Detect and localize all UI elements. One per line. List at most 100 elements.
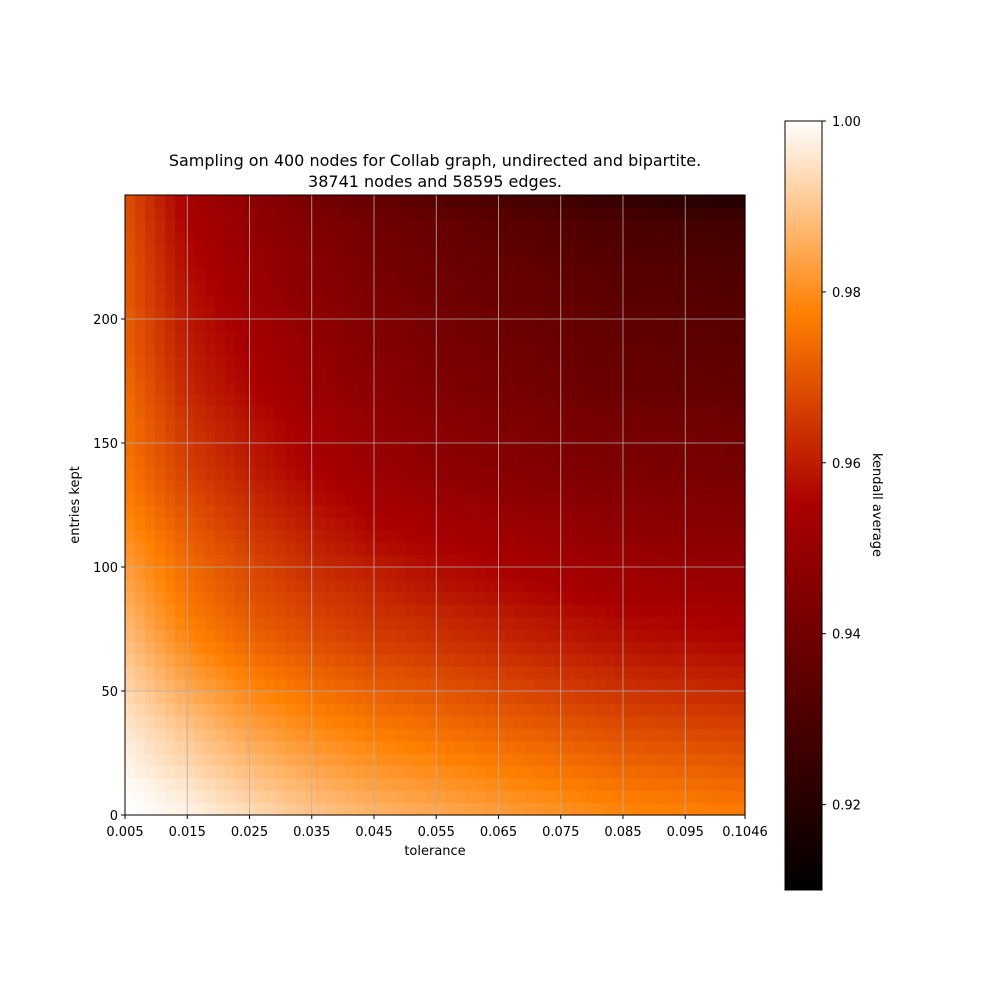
heatmap-cell [365, 480, 376, 494]
heatmap-cell [475, 418, 486, 432]
heatmap-cell [245, 505, 256, 518]
heatmap-cell [475, 629, 486, 642]
heatmap-cell [425, 765, 436, 779]
heatmap-cell [705, 393, 716, 407]
heatmap-cell [455, 653, 466, 667]
heatmap-cell [585, 604, 596, 618]
heatmap-cell [335, 368, 346, 382]
heatmap-cell [405, 641, 416, 655]
heatmap-cell [535, 319, 546, 332]
heatmap-cell [265, 430, 276, 444]
heatmap-cell [505, 753, 516, 766]
heatmap-cell [455, 529, 466, 543]
heatmap-cell [275, 591, 286, 605]
heatmap-cell [545, 554, 556, 568]
heatmap-cell [155, 653, 166, 667]
heatmap-cell [445, 207, 456, 221]
heatmap-cell [325, 517, 336, 531]
heatmap-cell [685, 579, 696, 593]
x-tick-label: 0.055 [418, 825, 455, 840]
heatmap-cell [375, 331, 386, 345]
heatmap-cell [685, 207, 696, 221]
heatmap-cell [555, 678, 566, 692]
heatmap-cell [255, 505, 266, 518]
heatmap-cell [165, 257, 176, 270]
heatmap-cell [535, 591, 546, 605]
heatmap-cell [665, 653, 676, 667]
heatmap-cell [275, 678, 286, 692]
heatmap-cell [325, 356, 336, 370]
heatmap-cell [685, 467, 696, 481]
heatmap-cell [235, 319, 246, 332]
heatmap-cell [145, 579, 156, 593]
heatmap-cell [425, 666, 436, 680]
heatmap-cell [505, 765, 516, 779]
heatmap-cell [685, 790, 696, 804]
heatmap-cell [505, 244, 516, 258]
heatmap-cell [625, 232, 636, 246]
heatmap-cell [515, 368, 526, 382]
heatmap-cell [575, 281, 586, 295]
heatmap-cell [265, 294, 276, 308]
heatmap-cell [605, 616, 616, 630]
heatmap-cell [715, 517, 726, 531]
heatmap-cell [505, 517, 516, 531]
heatmap-cell [435, 529, 446, 543]
heatmap-cell [325, 306, 336, 320]
heatmap-cell [425, 529, 436, 543]
heatmap-cell [295, 269, 306, 283]
heatmap-cell [665, 467, 676, 481]
heatmap-cell [285, 666, 296, 680]
heatmap-cell [565, 691, 576, 704]
heatmap-cell [405, 430, 416, 444]
heatmap-cell [385, 554, 396, 568]
heatmap-cell [725, 467, 736, 481]
heatmap-cell [435, 728, 446, 742]
heatmap-cell [575, 703, 586, 717]
heatmap-cell [735, 195, 746, 208]
heatmap-cell [695, 765, 706, 779]
heatmap-cell [465, 604, 476, 618]
heatmap-cell [335, 319, 346, 332]
heatmap-cell [665, 753, 676, 766]
heatmap-cell [165, 753, 176, 766]
heatmap-cell [185, 629, 196, 642]
heatmap-cell [465, 368, 476, 382]
heatmap-cell [355, 281, 366, 295]
heatmap-cell [155, 728, 166, 742]
heatmap-cell [575, 343, 586, 357]
heatmap-cell [695, 257, 706, 270]
heatmap-cell [155, 591, 166, 605]
heatmap-cell [235, 381, 246, 394]
heatmap-cell [395, 802, 406, 816]
heatmap-cell [535, 641, 546, 655]
heatmap-cell [275, 653, 286, 667]
heatmap-cell [565, 319, 576, 332]
heatmap-cell [385, 691, 396, 704]
heatmap-cell [165, 765, 176, 779]
heatmap-cell [625, 368, 636, 382]
heatmap-cell [245, 629, 256, 642]
heatmap-cell [655, 281, 666, 295]
heatmap-cell [445, 232, 456, 246]
heatmap-cell [405, 691, 416, 704]
heatmap-cell [425, 381, 436, 394]
heatmap-cell [475, 529, 486, 543]
heatmap-cell [485, 219, 496, 233]
heatmap-cell [405, 331, 416, 345]
heatmap-cell [625, 728, 636, 742]
heatmap-cell [195, 219, 206, 233]
heatmap-cell [485, 740, 496, 754]
heatmap-cell [335, 405, 346, 419]
heatmap-cell [215, 232, 226, 246]
heatmap-cell [215, 616, 226, 630]
heatmap-cell [475, 653, 486, 667]
heatmap-cell [185, 492, 196, 506]
heatmap-cell [625, 467, 636, 481]
heatmap-cell [295, 691, 306, 704]
heatmap-cell [205, 604, 216, 618]
heatmap-cell [275, 802, 286, 816]
heatmap-cell [475, 567, 486, 580]
heatmap-cell [365, 418, 376, 432]
